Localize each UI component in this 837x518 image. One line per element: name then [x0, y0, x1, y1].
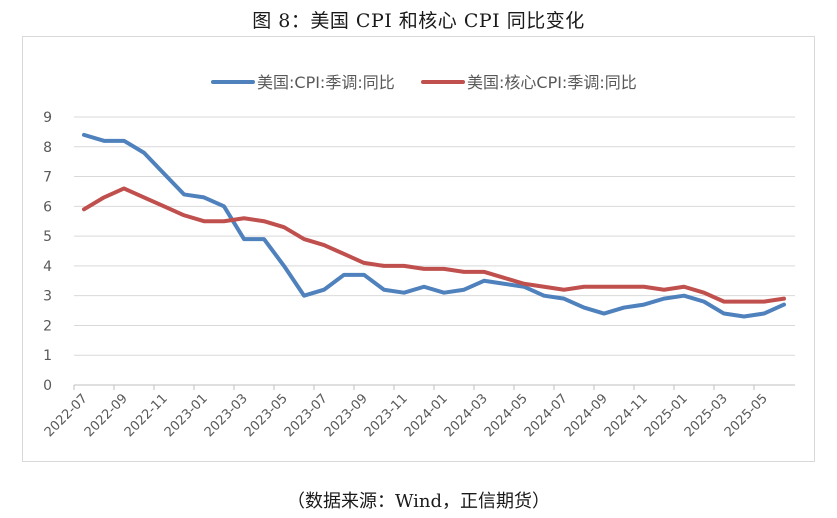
legend-label: 美国:CPI:季调:同比: [257, 73, 395, 92]
x-tick-label: 2023-07: [282, 391, 331, 440]
chart-container: 0 1 2 3 4 5 6 7 8 9 2022-07 2022-09 2022-11 2023-01 20…: [22, 36, 815, 462]
series-line-1: [82, 132, 786, 319]
y-tick-label: 7: [43, 170, 52, 186]
x-tick-label: 2023-11: [362, 391, 411, 440]
x-tick-label: 2023-01: [162, 391, 211, 440]
line-chart: 01234567892022-072022-092022-112023-0120…: [42, 73, 795, 440]
y-tick-label: 6: [43, 199, 52, 215]
x-tick-label: 2024-11: [602, 391, 651, 440]
x-tick-label: 2024-03: [442, 391, 491, 440]
x-tick-label: 2023-05: [242, 391, 291, 440]
y-tick-label: 4: [43, 259, 52, 275]
y-tick-label: 0: [43, 378, 52, 394]
gridlines: [74, 116, 795, 356]
y-tick-label: 1: [43, 348, 52, 364]
x-tick-label: 2024-09: [562, 391, 611, 440]
x-tick-label: 2024-01: [402, 391, 451, 440]
x-tick-label: 2025-03: [682, 391, 731, 440]
series-line-2: [82, 186, 786, 304]
x-tick-label: 2024-05: [482, 391, 531, 440]
x-tick-label: 2023-09: [322, 391, 371, 440]
x-tick-label: 2025-05: [722, 391, 771, 440]
x-tick-label: 2022-11: [122, 391, 171, 440]
axes: 01234567892022-072022-092022-112023-0120…: [42, 110, 795, 440]
legend-label: 美国:核心CPI:季调:同比: [467, 73, 637, 92]
y-tick-label: 8: [43, 140, 52, 156]
y-tick-label: 3: [43, 289, 52, 305]
y-tick-label: 2: [43, 318, 52, 334]
y-tick-label: 9: [43, 110, 52, 126]
x-tick-label: 2022-07: [42, 391, 91, 440]
figure-title: 图 8：美国 CPI 和核心 CPI 同比变化: [252, 10, 585, 32]
x-tick-label: 2022-09: [82, 391, 131, 440]
x-tick-label: 2024-07: [522, 391, 571, 440]
series-lines: [82, 132, 786, 319]
y-tick-label: 5: [43, 229, 52, 245]
x-tick-label: 2023-03: [202, 391, 251, 440]
legend: 美国:CPI:季调:同比 美国:核心CPI:季调:同比: [211, 73, 637, 92]
data-source-note: （数据来源：Wind，正信期货）: [286, 491, 551, 512]
x-tick-label: 2025-01: [642, 391, 691, 440]
